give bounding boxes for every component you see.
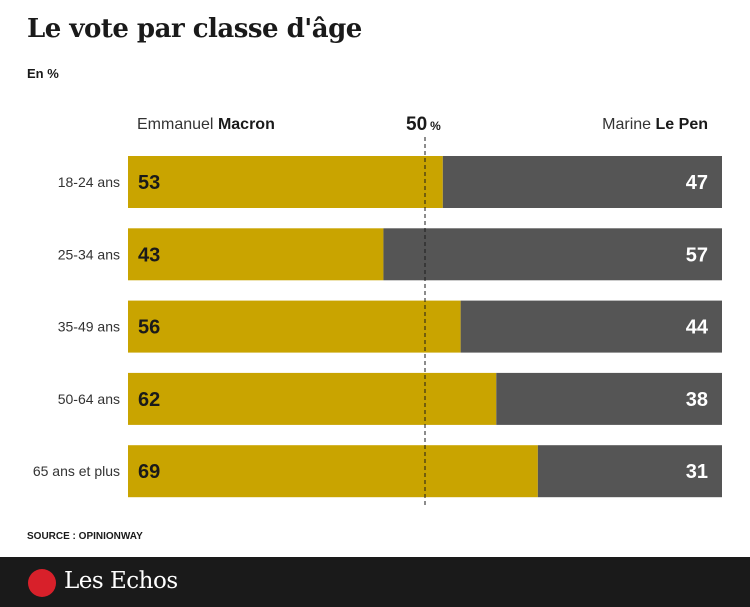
midline-label: 50% (406, 114, 441, 136)
bar-lepen (442, 156, 722, 208)
value-label-lepen: 44 (686, 317, 709, 339)
bar-lepen (496, 372, 722, 425)
bar-macron (128, 372, 497, 425)
legend-lepen-first: Marine (602, 116, 652, 133)
category-label: 50-64 ans (58, 391, 120, 407)
legend-lepen-last: Le Pen (655, 116, 708, 133)
legend-macron-last: Macron (217, 116, 275, 133)
legend-lepen: Marine Le Pen (602, 116, 708, 134)
value-label-macron: 62 (138, 389, 160, 411)
legend-macron-first: Emmanuel (137, 116, 214, 133)
value-label-macron: 56 (138, 317, 160, 339)
value-label-macron: 53 (138, 172, 160, 194)
category-label: 25-34 ans (58, 246, 120, 262)
source-note: SOURCE : OPINIONWAY (27, 531, 143, 542)
bar-lepen (460, 300, 722, 353)
value-label-macron: 69 (138, 461, 160, 483)
value-label-macron: 43 (138, 244, 160, 266)
midline-unit: % (430, 119, 441, 133)
legend-macron: Emmanuel Macron (137, 116, 275, 134)
bar-macron (128, 445, 538, 498)
chart-unit: En % (27, 66, 59, 81)
value-label-lepen: 57 (686, 244, 708, 266)
category-label: 35-49 ans (58, 319, 120, 335)
value-label-lepen: 38 (686, 389, 708, 411)
category-label: 18-24 ans (58, 174, 120, 190)
les-echos-logo-icon (28, 569, 56, 597)
bar-macron (128, 228, 384, 281)
brand-name: Les Echos (64, 568, 178, 594)
footer-bar: Les Echos (0, 557, 750, 607)
chart-area: 18-24 ans 53 47 25-34 ans 43 57 35-49 ans 56 44 5… (33, 137, 722, 508)
bar-lepen (383, 228, 722, 281)
bar-lepen (537, 445, 722, 498)
bar-macron (128, 156, 443, 208)
category-label: 65 ans et plus (33, 463, 120, 479)
value-label-lepen: 47 (686, 172, 708, 194)
chart-title: Le vote par classe d'âge (27, 14, 362, 44)
midline-value: 50 (406, 114, 428, 135)
value-label-lepen: 31 (686, 461, 708, 483)
bar-macron (128, 300, 461, 353)
